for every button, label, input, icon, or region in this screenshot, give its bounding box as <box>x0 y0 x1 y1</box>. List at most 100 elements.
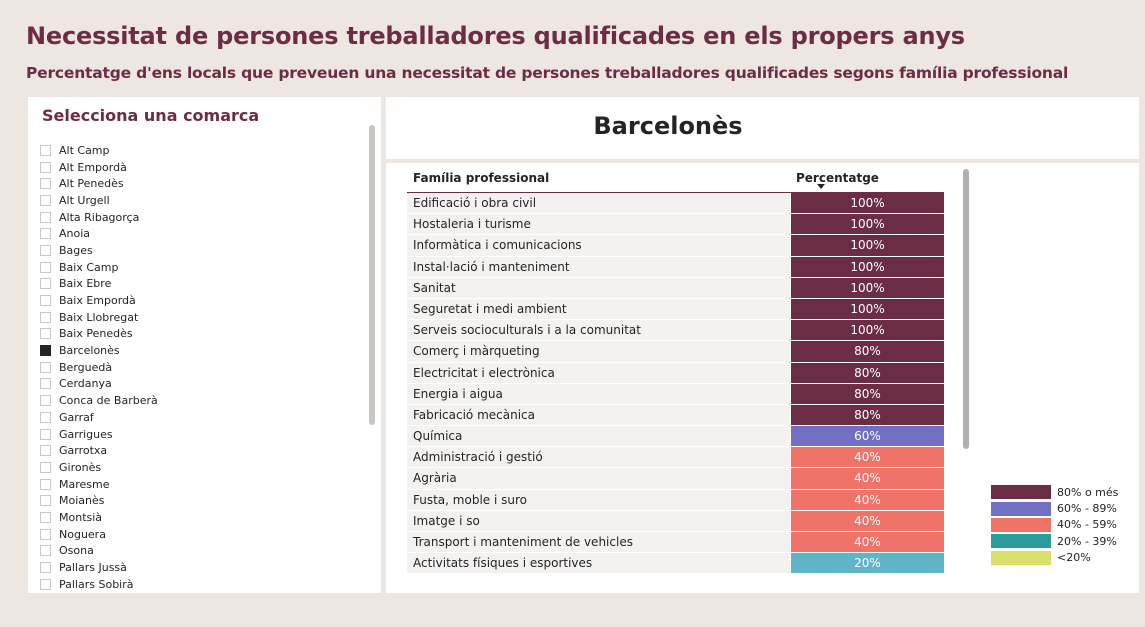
checkbox[interactable] <box>40 144 51 156</box>
checkbox[interactable] <box>40 261 51 273</box>
slicer-item[interactable]: Moianès <box>40 492 360 509</box>
table-row[interactable]: Sanitat 100% <box>407 277 944 299</box>
slicer-item[interactable]: Baix Camp <box>40 259 360 276</box>
table-row[interactable]: Edificació i obra civil 100% <box>407 193 944 215</box>
checkbox[interactable] <box>40 361 51 373</box>
checkbox[interactable] <box>40 378 51 390</box>
checkbox[interactable] <box>40 194 51 206</box>
checkbox[interactable] <box>40 328 51 340</box>
checkbox[interactable] <box>40 395 51 407</box>
table-row[interactable]: Química 60% <box>407 426 944 448</box>
table-scrollbar[interactable] <box>963 169 969 449</box>
column-header-percentage[interactable]: Percentatge <box>796 171 879 185</box>
slicer-item[interactable]: Cerdanya <box>40 376 360 393</box>
slicer-item[interactable]: Alt Camp <box>40 142 360 159</box>
slicer-item[interactable]: Baix Llobregat <box>40 309 360 326</box>
checkbox[interactable] <box>40 411 51 423</box>
table-row[interactable]: Informàtica i comunicacions 100% <box>407 235 944 257</box>
percentage-cell: 80% <box>791 341 944 363</box>
slicer-scrollbar[interactable] <box>369 125 375 425</box>
table-row[interactable]: Fabricació mecànica 80% <box>407 404 944 427</box>
family-cell: Hostaleria i turisme <box>407 214 790 236</box>
checkbox[interactable] <box>40 511 51 523</box>
slicer-item[interactable]: Barcelonès <box>40 342 360 359</box>
slicer-item[interactable]: Baix Empordà <box>40 292 360 309</box>
checkbox[interactable] <box>40 278 51 290</box>
family-cell: Informàtica i comunicacions <box>407 235 790 257</box>
slicer-item[interactable]: Montsià <box>40 509 360 526</box>
slicer-item[interactable]: Garraf <box>40 409 360 426</box>
slicer-item-label: Moianès <box>59 494 105 508</box>
slicer-item[interactable]: Noguera <box>40 526 360 543</box>
percentage-cell: 100% <box>791 320 944 342</box>
table-row[interactable]: Administració i gestió 40% <box>407 447 944 469</box>
table-row[interactable]: Seguretat i medi ambient 100% <box>407 298 944 321</box>
table-row[interactable]: Activitats físiques i esportives 20% <box>407 553 944 575</box>
checkbox[interactable] <box>40 295 51 307</box>
slicer-item-label: Garrigues <box>59 427 113 441</box>
slicer-item[interactable]: Conca de Barberà <box>40 392 360 409</box>
percentage-cell: 100% <box>791 193 944 215</box>
slicer-item[interactable]: Anoia <box>40 225 360 242</box>
checkbox[interactable] <box>40 211 51 223</box>
slicer-item-label: Alt Penedès <box>59 177 124 191</box>
slicer-item[interactable]: Alt Empordà <box>40 159 360 176</box>
table-row[interactable]: Electricitat i electrònica 80% <box>407 362 944 384</box>
slicer-item-label: Baix Penedès <box>59 327 133 341</box>
family-cell: Química <box>407 426 790 448</box>
column-header-family[interactable]: Família professional <box>413 171 550 185</box>
slicer-item[interactable]: Alt Urgell <box>40 192 360 209</box>
percentage-cell: 20% <box>791 553 944 575</box>
sort-descending-icon[interactable] <box>817 184 825 189</box>
slicer-item[interactable]: Osona <box>40 543 360 560</box>
table-row[interactable]: Transport i manteniment de vehicles 40% <box>407 532 944 554</box>
slicer-item[interactable]: Garrigues <box>40 426 360 443</box>
slicer-item-label: Alt Urgell <box>59 193 110 207</box>
checkbox[interactable] <box>40 461 51 473</box>
checkbox[interactable] <box>40 228 51 240</box>
family-cell: Electricitat i electrònica <box>407 362 790 384</box>
slicer-list: Alt Camp Alt Empordà Alt Penedès Alt Urgell… <box>40 142 360 593</box>
checkbox[interactable] <box>40 578 51 590</box>
checkbox[interactable] <box>40 161 51 173</box>
checkbox[interactable] <box>40 178 51 190</box>
slicer-item-label: Osona <box>59 544 94 558</box>
checkbox[interactable] <box>40 311 51 323</box>
table-row[interactable]: Energia i aigua 80% <box>407 383 944 405</box>
table-row[interactable]: Agrària 40% <box>407 468 944 490</box>
slicer-item[interactable]: Alt Penedès <box>40 175 360 192</box>
checkbox[interactable] <box>40 478 51 490</box>
family-cell: Imatge i so <box>407 510 790 532</box>
page-title: Necessitat de persones treballadores qua… <box>26 22 965 50</box>
slicer-item-label: Baix Llobregat <box>59 310 139 324</box>
region-header: Barcelonès <box>386 97 1139 159</box>
table-body: Edificació i obra civil 100% Hostaleria i … <box>407 193 944 575</box>
slicer-item[interactable]: Gironès <box>40 459 360 476</box>
checkbox[interactable] <box>40 495 51 507</box>
family-cell: Agrària <box>407 468 790 490</box>
table-row[interactable]: Instal·lació i manteniment 100% <box>407 256 944 278</box>
checkbox[interactable] <box>40 428 51 440</box>
checkbox[interactable] <box>40 528 51 540</box>
checkbox[interactable] <box>40 562 51 574</box>
table-row[interactable]: Serveis socioculturals i a la comunitat 1… <box>407 320 944 342</box>
slicer-item-label: Anoia <box>59 227 91 241</box>
table-row[interactable]: Imatge i so 40% <box>407 510 944 532</box>
slicer-item[interactable]: Alta Ribagorça <box>40 209 360 226</box>
checkbox[interactable] <box>40 545 51 557</box>
checkbox[interactable] <box>40 445 51 457</box>
slicer-item[interactable]: Berguedà <box>40 359 360 376</box>
table-row[interactable]: Hostaleria i turisme 100% <box>407 214 944 236</box>
slicer-item[interactable]: Pallars Jussà <box>40 559 360 576</box>
checkbox[interactable] <box>40 345 51 357</box>
slicer-item[interactable]: Pallars Sobirà <box>40 576 360 593</box>
table-row[interactable]: Comerç i màrqueting 80% <box>407 341 944 363</box>
table-row[interactable]: Fusta, moble i suro 40% <box>407 489 944 511</box>
checkbox[interactable] <box>40 244 51 256</box>
slicer-item[interactable]: Garrotxa <box>40 442 360 459</box>
slicer-item[interactable]: Baix Ebre <box>40 276 360 293</box>
legend-swatch <box>991 485 1051 500</box>
slicer-item[interactable]: Maresme <box>40 476 360 493</box>
slicer-item[interactable]: Bages <box>40 242 360 259</box>
slicer-item[interactable]: Baix Penedès <box>40 326 360 343</box>
